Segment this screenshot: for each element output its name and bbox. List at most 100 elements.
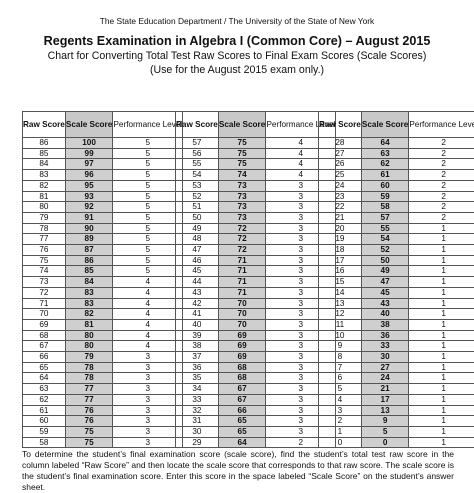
- scale-score-cell: 73: [218, 191, 265, 202]
- scale-score-cell: 66: [218, 405, 265, 416]
- raw-score-cell: 69: [23, 319, 66, 330]
- performance-level-cell: 2: [409, 170, 474, 181]
- raw-score-cell: 58: [23, 437, 66, 448]
- scale-score-cell: 63: [361, 148, 408, 159]
- raw-score-cell: 55: [176, 159, 219, 170]
- raw-score-cell: 57: [176, 138, 219, 149]
- raw-score-cell: 65: [23, 362, 66, 373]
- scale-score-cell: 54: [361, 234, 408, 245]
- scale-score-cell: 68: [218, 362, 265, 373]
- raw-score-cell: 70: [23, 309, 66, 320]
- performance-level-cell: 3: [113, 352, 183, 363]
- performance-level-cell: 3: [113, 437, 183, 448]
- raw-score-cell: 74: [23, 266, 66, 277]
- raw-score-cell: 36: [176, 362, 219, 373]
- scale-score-cell: 47: [361, 277, 408, 288]
- performance-level-cell: 1: [409, 330, 474, 341]
- performance-level-cell: 2: [409, 159, 474, 170]
- scale-score-cell: 27: [361, 362, 408, 373]
- scale-score-cell: 13: [361, 405, 408, 416]
- raw-score-cell: 8: [319, 352, 362, 363]
- raw-score-cell: 41: [176, 309, 219, 320]
- performance-level-cell: 3: [113, 362, 183, 373]
- scale-score-cell: 71: [218, 277, 265, 288]
- scale-score-cell: 79: [65, 352, 112, 363]
- scale-score-cell: 75: [218, 138, 265, 149]
- raw-score-cell: 83: [23, 170, 66, 181]
- performance-level-cell: 1: [409, 309, 474, 320]
- performance-level-cell: 1: [409, 416, 474, 427]
- scale-score-cell: 78: [65, 373, 112, 384]
- raw-score-cell: 7: [319, 362, 362, 373]
- raw-score-cell: 84: [23, 159, 66, 170]
- performance-level-cell: 4: [113, 277, 183, 288]
- performance-level-cell: 1: [409, 384, 474, 395]
- performance-level-cell: 4: [113, 330, 183, 341]
- raw-score-cell: 24: [319, 180, 362, 191]
- scale-score-cell: 65: [218, 426, 265, 437]
- raw-score-cell: 44: [176, 277, 219, 288]
- raw-score-cell: 63: [23, 384, 66, 395]
- scale-score-header: Scale Score: [65, 112, 112, 138]
- scale-score-cell: 83: [65, 287, 112, 298]
- performance-level-cell: 5: [113, 148, 183, 159]
- scale-score-cell: 72: [218, 223, 265, 234]
- performance-level-cell: 1: [409, 255, 474, 266]
- raw-score-cell: 85: [23, 148, 66, 159]
- scale-score-cell: 69: [218, 352, 265, 363]
- raw-score-cell: 23: [319, 191, 362, 202]
- raw-score-cell: 81: [23, 191, 66, 202]
- raw-score-cell: 56: [176, 148, 219, 159]
- scale-score-cell: 17: [361, 394, 408, 405]
- raw-score-cell: 14: [319, 287, 362, 298]
- raw-score-cell: 66: [23, 352, 66, 363]
- scale-score-cell: 24: [361, 373, 408, 384]
- raw-score-cell: 35: [176, 373, 219, 384]
- raw-score-cell: 38: [176, 341, 219, 352]
- raw-score-cell: 60: [23, 416, 66, 427]
- raw-score-cell: 49: [176, 223, 219, 234]
- scale-score-cell: 64: [361, 138, 408, 149]
- raw-score-cell: 28: [319, 138, 362, 149]
- performance-level-cell: 5: [113, 245, 183, 256]
- scale-score-cell: 67: [218, 394, 265, 405]
- performance-level-cell: 1: [409, 319, 474, 330]
- scale-score-cell: 91: [65, 212, 112, 223]
- performance-level-cell: 3: [113, 405, 183, 416]
- scale-score-cell: 49: [361, 266, 408, 277]
- performance-level-cell: 1: [409, 266, 474, 277]
- scale-score-cell: 77: [65, 384, 112, 395]
- performance-level-cell: 5: [113, 138, 183, 149]
- document-page: The State Education Department / The Uni…: [0, 16, 474, 490]
- agency-line: The State Education Department / The Uni…: [0, 16, 474, 26]
- raw-score-cell: 51: [176, 202, 219, 213]
- scale-score-cell: 30: [361, 352, 408, 363]
- performance-level-cell: 2: [409, 202, 474, 213]
